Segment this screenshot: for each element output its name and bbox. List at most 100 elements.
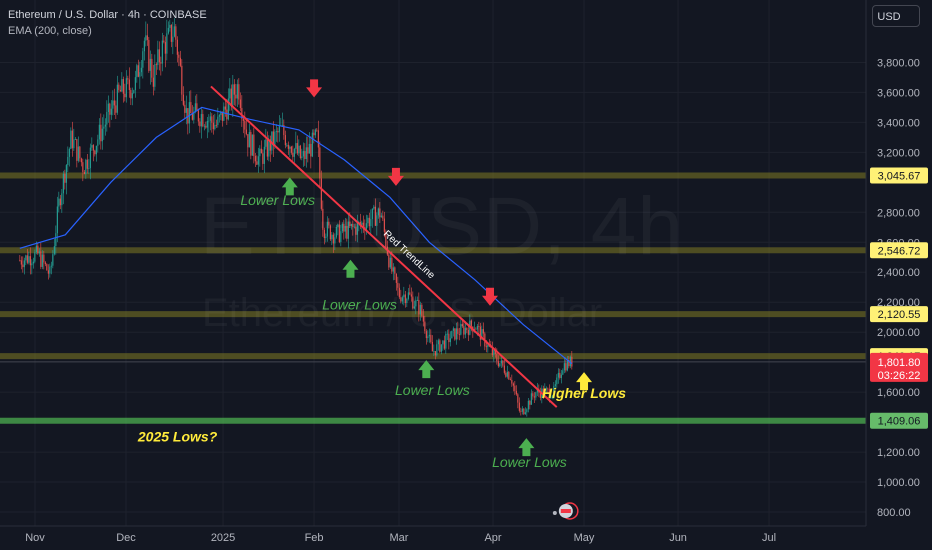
candle-body [293, 148, 295, 157]
candle-body [562, 370, 564, 375]
candle-body [281, 125, 283, 126]
candle-body [376, 215, 378, 226]
indicator-legend[interactable]: EMA (200, close) [8, 25, 92, 37]
candle-body [176, 39, 178, 55]
candle-body [458, 333, 460, 335]
candle-body [65, 165, 67, 183]
up-arrow-icon [418, 360, 435, 379]
candle-body [521, 408, 523, 412]
level-price-text: 1,409.06 [878, 416, 921, 428]
candle-body [367, 217, 369, 224]
candle-body [314, 129, 316, 136]
candle-body [233, 84, 235, 95]
candle-body [413, 306, 415, 309]
candle-body [316, 129, 318, 131]
time-axis[interactable]: Nov Dec 2025 Feb Mar Apr May Jun Jul [0, 502, 866, 544]
candle-body [437, 340, 439, 345]
candle-body [262, 153, 264, 164]
candle-body [205, 125, 207, 128]
candle-body [187, 108, 189, 124]
candle-body [49, 266, 51, 274]
candle-body [509, 379, 511, 381]
candle-body [74, 139, 76, 140]
time-tick-label: Jul [762, 532, 776, 544]
candle-body [560, 374, 562, 378]
candle-body [40, 251, 42, 267]
candle-body [368, 217, 370, 227]
candle-body [491, 347, 493, 356]
candle-body [493, 350, 495, 356]
candle-body [230, 88, 232, 106]
candle-body [527, 400, 529, 410]
level-price-tag [870, 412, 928, 429]
candle-body [545, 388, 547, 390]
candle-body [91, 145, 93, 148]
candle-body [125, 78, 127, 98]
candle-body [287, 144, 289, 149]
candle-body [496, 353, 498, 362]
up-arrow-icon [576, 372, 593, 391]
candle-body [137, 65, 139, 77]
candle-body [116, 84, 118, 113]
candle-body [122, 79, 124, 94]
name-watermark: Ethereum / U.S. Dollar [202, 291, 602, 336]
candle-body [203, 125, 205, 127]
candle-body [206, 120, 208, 128]
candle-body [257, 156, 259, 165]
candle-body [238, 84, 240, 100]
candle-body [347, 221, 349, 239]
currency-button[interactable]: USD [872, 5, 920, 27]
price-axis[interactable]: 3,800.00 3,600.00 3,400.00 3,200.00 2,800.00… [865, 0, 932, 550]
candle-body [272, 131, 274, 145]
candle-body [38, 251, 40, 254]
candle-body [487, 344, 489, 348]
time-tick-label: Mar [390, 532, 409, 544]
price-tick-label: 1,000.00 [877, 477, 920, 489]
candle-body [421, 304, 423, 316]
time-tick-label: Nov [25, 532, 45, 544]
level-price-text: 2,120.55 [878, 309, 921, 321]
price-tick-label: 1,600.00 [877, 387, 920, 399]
candle-body [208, 120, 210, 122]
candle-body [199, 121, 201, 127]
candle-body [377, 208, 379, 216]
candle-body [229, 88, 231, 99]
candle-body [310, 143, 312, 157]
candle-body [254, 156, 256, 162]
candle-body [127, 78, 129, 80]
candle-body [44, 262, 46, 265]
candle-body [308, 143, 310, 154]
candle-body [130, 90, 132, 99]
candle-body [385, 231, 387, 247]
candle-body [151, 58, 153, 78]
chart-title[interactable]: Ethereum / U.S. Dollar · 4h · COINBASE [8, 9, 207, 21]
candle-body [403, 294, 405, 298]
candle-body [100, 124, 102, 142]
candle-body [418, 299, 420, 315]
currency-button-label: USD [877, 11, 901, 23]
candle-body [301, 156, 303, 159]
candle-body [503, 365, 505, 373]
candle-body [278, 125, 280, 133]
candle-body [154, 64, 156, 87]
candle-body [500, 360, 502, 364]
candle-body [433, 351, 435, 352]
candle-body [361, 222, 363, 225]
candle-body [341, 223, 343, 232]
candle-body [431, 341, 433, 352]
candle-body [395, 273, 397, 283]
candle-body [86, 159, 88, 169]
candle-body [109, 103, 111, 115]
candle-body [353, 226, 355, 228]
candle-body [220, 111, 222, 116]
candle-body [295, 143, 297, 149]
ema-path [19, 106, 573, 365]
candle-body [247, 134, 249, 148]
ema-200-line [19, 106, 573, 365]
candle-body [320, 178, 322, 209]
candle-body [551, 395, 553, 398]
candle-body [104, 124, 106, 127]
candle-body [20, 260, 22, 265]
candle-body [443, 340, 445, 349]
